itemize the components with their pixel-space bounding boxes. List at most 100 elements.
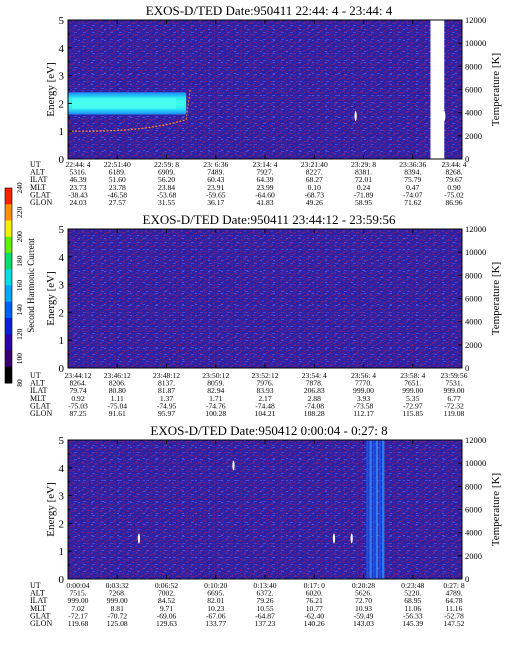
time-axis-value: -38.43 xyxy=(68,190,88,199)
y-tick-label: 5 xyxy=(59,435,65,447)
time-axis-value: 91.61 xyxy=(109,409,126,418)
y2-tick-label: 10000 xyxy=(465,247,486,257)
time-axis-value: 129.63 xyxy=(156,619,177,628)
time-axis-value: 23: 6:36 xyxy=(203,160,228,169)
feature-band-core xyxy=(72,97,177,109)
time-axis-value: 0.47 xyxy=(406,183,419,192)
time-axis-value: 95.97 xyxy=(158,409,175,418)
time-axis-value: 82.01 xyxy=(207,596,224,605)
feature-enhancement-column xyxy=(372,440,375,579)
time-axis-value: 999.00 xyxy=(107,596,128,605)
colorbar-segment xyxy=(5,236,12,254)
y2-tick-label: 12000 xyxy=(465,435,486,445)
chart-title: EXOS-D/TED Date:950412 0:00:04 - 0:27: 8 xyxy=(150,423,387,438)
time-axis-value: 41.83 xyxy=(256,198,273,207)
time-axis-value: 23:56: 4 xyxy=(351,371,376,380)
time-axis-value: 5626. xyxy=(355,589,372,598)
time-axis-value: 80.80 xyxy=(109,386,126,395)
time-axis-value: 8059. xyxy=(207,379,224,388)
time-axis-value: 23:21:40 xyxy=(301,160,328,169)
time-axis-value: 10.77 xyxy=(306,604,323,613)
time-axis-value: 6189. xyxy=(109,168,126,177)
time-axis-value: 7489. xyxy=(207,168,224,177)
y2-axis-label: Temperature [K] xyxy=(490,53,502,126)
time-axis-value: 23:52:12 xyxy=(251,371,278,380)
time-axis-value: 23.91 xyxy=(207,183,224,192)
time-axis-value: 0:00:04 xyxy=(66,581,89,590)
feature-enhancement-column xyxy=(378,440,382,579)
time-axis-value: 8227. xyxy=(306,168,323,177)
time-axis-value: 5316. xyxy=(69,168,86,177)
time-axis-value: 24.03 xyxy=(69,198,86,207)
time-axis-value: 6.77 xyxy=(447,394,460,403)
time-axis-value: -67.06 xyxy=(206,611,226,620)
colorbar-tick-label: 220 xyxy=(15,207,24,219)
time-axis-value: 2.88 xyxy=(308,394,321,403)
time-axis-value: 36.17 xyxy=(207,198,224,207)
time-axis-row-label: MLT xyxy=(30,604,46,613)
time-axis-value: 119.08 xyxy=(444,409,465,418)
time-axis-value: 112.17 xyxy=(353,409,374,418)
colorbar-tick-label: 160 xyxy=(15,280,24,292)
time-axis-value: 23:48:12 xyxy=(153,371,180,380)
time-axis-value: -75.02 xyxy=(444,190,464,199)
time-axis-value: 108.28 xyxy=(304,409,325,418)
time-axis-value: 0:23:48 xyxy=(401,581,424,590)
colorbar-label: Second Harmonic Current xyxy=(26,238,36,333)
y-tick-label: 3 xyxy=(59,71,65,83)
colorbar-segment xyxy=(5,350,12,368)
time-axis-value: 23:44:12 xyxy=(64,371,91,380)
time-axis-row-label: ILAT xyxy=(30,175,47,184)
time-axis-value: 8206. xyxy=(109,379,126,388)
y2-tick-label: 0 xyxy=(465,363,469,373)
time-axis-value: 7002. xyxy=(158,589,175,598)
time-axis-value: 133.77 xyxy=(205,619,226,628)
colorbar-tick-label: 120 xyxy=(15,328,24,340)
time-axis-value: -62.40 xyxy=(304,611,324,620)
time-axis-value: 7770. xyxy=(355,379,372,388)
time-axis-value: 87.25 xyxy=(69,409,86,418)
time-axis-value: -71.89 xyxy=(354,190,374,199)
time-axis-value: 7976. xyxy=(256,379,273,388)
time-axis-value: 5220. xyxy=(404,589,421,598)
time-axis-value: 2.17 xyxy=(258,394,271,403)
time-axis-value: -59.49 xyxy=(354,611,374,620)
time-axis-value: 31.55 xyxy=(158,198,175,207)
temperature-point xyxy=(232,460,235,471)
temperature-trace xyxy=(68,119,187,132)
time-axis-value: 10.23 xyxy=(207,604,224,613)
y-axis-label: Energy [eV] xyxy=(45,62,57,116)
time-axis-value: -74.95 xyxy=(157,401,177,410)
temperature-point xyxy=(332,533,336,544)
time-axis-value: 82.94 xyxy=(207,386,224,395)
time-axis-value: 83.93 xyxy=(256,386,273,395)
time-axis-value: 0.92 xyxy=(71,394,84,403)
time-axis-value: -64.87 xyxy=(255,611,275,620)
time-axis-row-label: ALT xyxy=(30,168,45,177)
y2-tick-label: 12000 xyxy=(465,15,486,25)
time-axis-table: UT 22:44: 4 22:51:40 22:59: 8 23: 6:36 23:14:… xyxy=(30,160,467,207)
time-axis-value: -59.65 xyxy=(206,190,226,199)
colorbar-frame xyxy=(4,187,13,384)
y-tick-label: 5 xyxy=(59,224,65,236)
time-axis-value: 22:51:40 xyxy=(104,160,131,169)
time-axis-row-label: UT xyxy=(30,160,41,169)
time-axis-value: -72.17 xyxy=(68,611,88,620)
chart-panel-3: EXOS-D/TED Date:950412 0:00:04 - 0:27: 8… xyxy=(30,423,502,628)
time-axis-value: 8268. xyxy=(445,168,462,177)
time-axis-value: 206.83 xyxy=(304,386,325,395)
time-axis-value: -53.68 xyxy=(157,190,177,199)
colorbar-tick-label: 140 xyxy=(15,304,24,316)
time-axis-value: 0.90 xyxy=(447,183,460,192)
time-axis-value: 23:29: 8 xyxy=(351,160,376,169)
time-axis-value: 119.68 xyxy=(68,619,89,628)
colorbar-segment xyxy=(5,285,12,303)
heatmap-field xyxy=(68,229,462,368)
time-axis-value: 86.96 xyxy=(445,198,462,207)
heatmap-field xyxy=(68,20,462,159)
time-axis-value: 51.60 xyxy=(109,175,126,184)
time-axis-value: -56.33 xyxy=(403,611,423,620)
time-axis-value: 104.21 xyxy=(255,409,276,418)
time-axis-value: 49.26 xyxy=(306,198,323,207)
time-axis-value: 6695. xyxy=(207,589,224,598)
